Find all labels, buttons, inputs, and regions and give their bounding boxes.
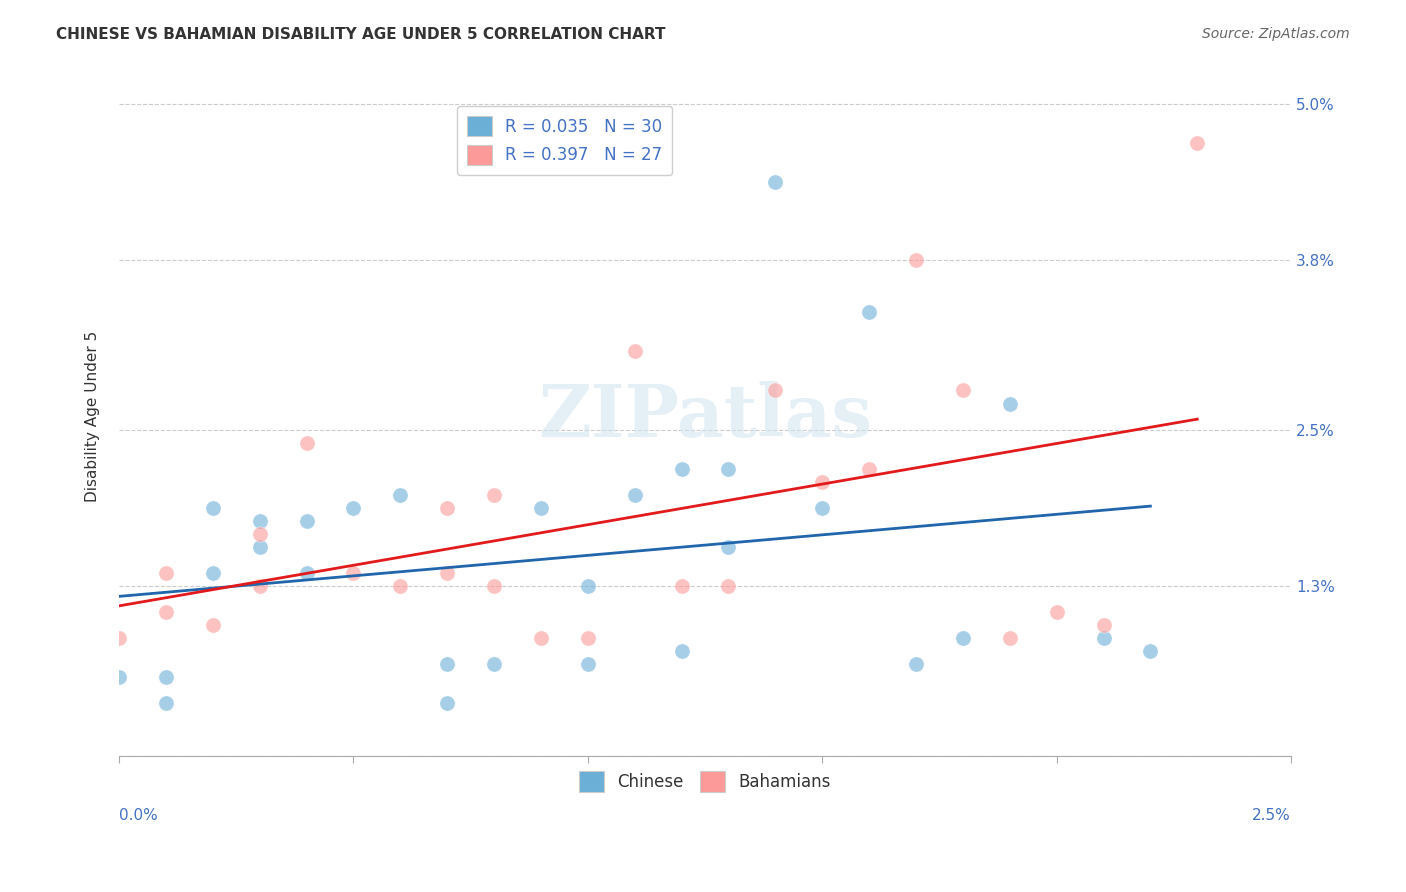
Point (436, 566, 458, 580)
Point (763, 175, 786, 189)
Point (295, 514, 318, 528)
Point (717, 579, 740, 593)
Point (952, 632, 974, 646)
Point (904, 657, 927, 672)
Point (576, 632, 599, 646)
Point (201, 500, 224, 515)
Point (717, 461, 740, 475)
Point (249, 514, 271, 528)
Point (998, 396, 1021, 410)
Point (295, 566, 318, 580)
Text: Source: ZipAtlas.com: Source: ZipAtlas.com (1202, 27, 1350, 41)
Point (342, 566, 364, 580)
Point (858, 305, 880, 319)
Point (249, 540, 271, 554)
Point (295, 435, 318, 450)
Point (249, 527, 271, 541)
Point (482, 488, 505, 502)
Point (530, 500, 553, 515)
Point (530, 632, 553, 646)
Point (155, 605, 177, 619)
Text: ZIPatlas: ZIPatlas (538, 381, 872, 452)
Point (811, 475, 834, 489)
Text: 2.5%: 2.5% (1253, 808, 1291, 822)
Point (436, 657, 458, 672)
Point (671, 579, 693, 593)
Point (1046, 605, 1069, 619)
Point (952, 384, 974, 398)
Point (342, 500, 364, 515)
Point (763, 384, 786, 398)
Point (482, 579, 505, 593)
Point (155, 697, 177, 711)
Point (482, 657, 505, 672)
Point (671, 644, 693, 658)
Point (671, 461, 693, 475)
Point (389, 579, 412, 593)
Point (576, 579, 599, 593)
Point (623, 344, 645, 359)
Point (998, 632, 1021, 646)
Point (436, 500, 458, 515)
Point (249, 579, 271, 593)
Text: CHINESE VS BAHAMIAN DISABILITY AGE UNDER 5 CORRELATION CHART: CHINESE VS BAHAMIAN DISABILITY AGE UNDER… (56, 27, 665, 42)
Point (108, 632, 131, 646)
Point (811, 500, 834, 515)
Point (904, 253, 927, 268)
Point (1187, 136, 1209, 150)
Point (1092, 632, 1115, 646)
Point (201, 618, 224, 632)
Point (623, 488, 645, 502)
Point (858, 461, 880, 475)
Point (436, 697, 458, 711)
Legend: Chinese, Bahamians: Chinese, Bahamians (569, 761, 841, 802)
Point (155, 670, 177, 684)
Text: 0.0%: 0.0% (120, 808, 157, 822)
Point (108, 670, 131, 684)
Y-axis label: Disability Age Under 5: Disability Age Under 5 (86, 331, 100, 502)
Point (717, 540, 740, 554)
Point (155, 566, 177, 580)
Point (1139, 644, 1161, 658)
Point (389, 488, 412, 502)
Point (201, 566, 224, 580)
Point (1092, 618, 1115, 632)
Point (576, 657, 599, 672)
